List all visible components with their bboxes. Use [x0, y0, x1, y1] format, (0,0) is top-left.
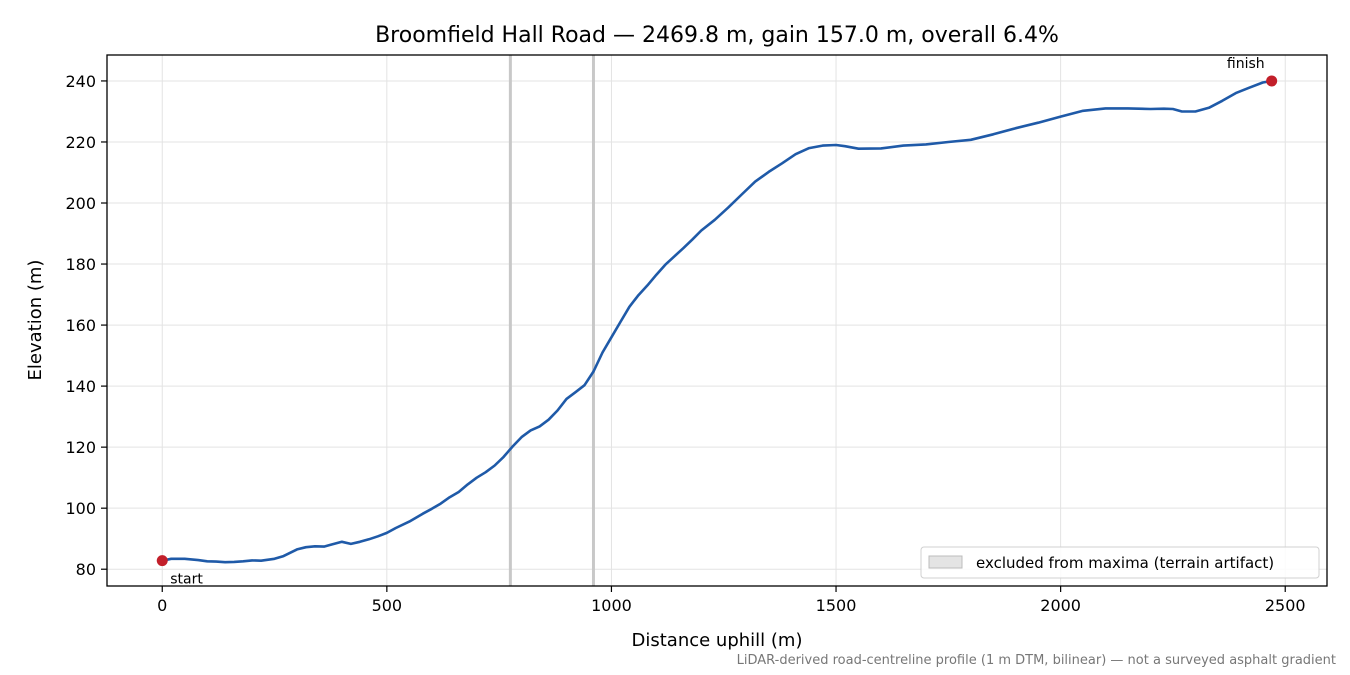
x-tick-label: 2000: [1040, 596, 1081, 615]
x-tick-label: 500: [372, 596, 403, 615]
y-tick-label: 80: [76, 560, 96, 579]
chart-title: Broomfield Hall Road — 2469.8 m, gain 15…: [375, 23, 1059, 48]
finish-label: finish: [1227, 56, 1265, 72]
gridlines: [107, 55, 1327, 586]
elevation-line: [161, 79, 1273, 564]
x-tick-label: 2500: [1265, 596, 1306, 615]
y-tick-label: 220: [65, 133, 96, 152]
y-axis-label: Elevation (m): [25, 260, 46, 381]
x-tick-label: 1000: [591, 596, 632, 615]
series-layer: [161, 79, 1273, 564]
y-axis-ticks: 80 100 120 140 160 180 200 220 240: [65, 72, 107, 579]
legend-swatch: [928, 555, 963, 569]
marker-layer: start finish: [156, 56, 1278, 588]
plot-frame: [106, 54, 1328, 587]
y-tick-label: 160: [65, 316, 96, 335]
legend-box: [920, 546, 1320, 579]
finish-marker: [1266, 75, 1278, 87]
x-axis-ticks: 0 500 1000 1500 2000 2500: [157, 586, 1306, 615]
footnote: LiDAR-derived road-centreline profile (1…: [737, 653, 1336, 668]
y-tick-label: 200: [65, 194, 96, 213]
x-tick-label: 1500: [816, 596, 857, 615]
start-marker: [156, 555, 168, 567]
legend-label: excluded from maxima (terrain artifact): [976, 554, 1274, 572]
y-tick-label: 100: [65, 499, 96, 518]
start-label: start: [170, 572, 203, 588]
y-tick-label: 120: [65, 438, 96, 457]
y-tick-label: 180: [65, 255, 96, 274]
excluded-lines: [508, 55, 595, 586]
y-tick-label: 140: [65, 377, 96, 396]
legend: excluded from maxima (terrain artifact): [920, 546, 1320, 579]
x-tick-label: 0: [157, 596, 167, 615]
x-axis-label: Distance uphill (m): [632, 630, 803, 651]
y-tick-label: 240: [65, 72, 96, 91]
